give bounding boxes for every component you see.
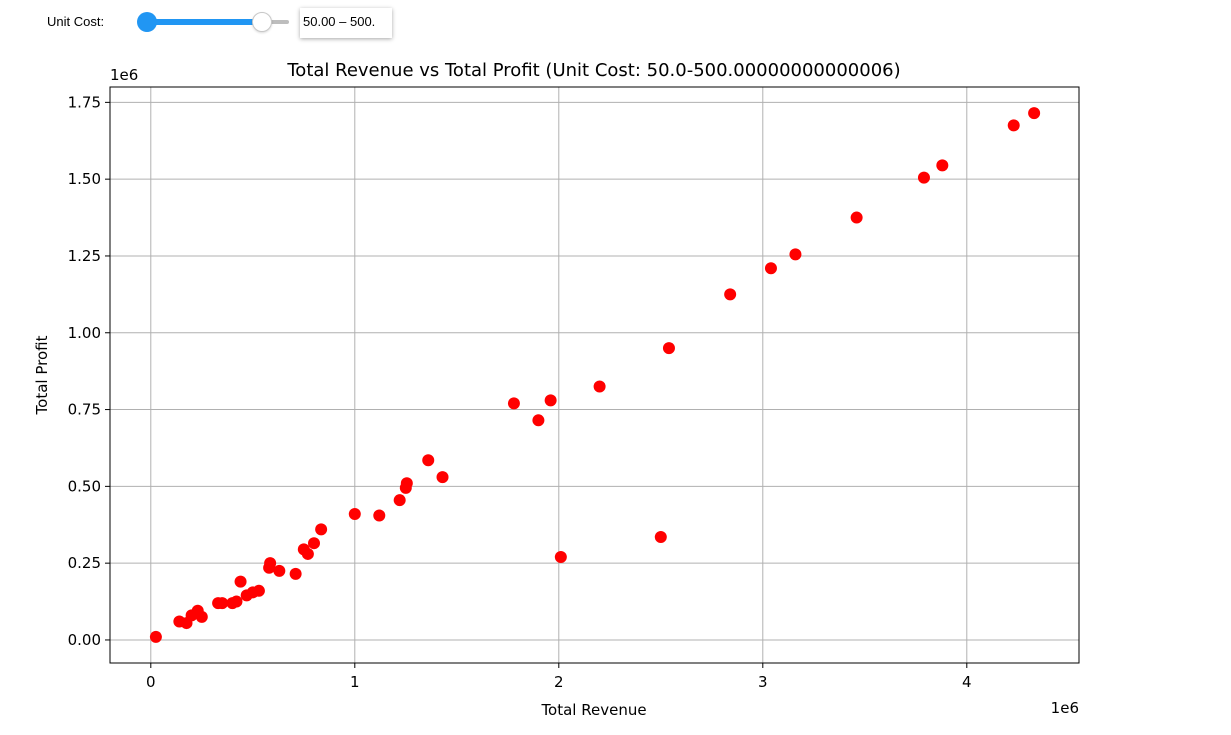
data-point	[593, 380, 606, 393]
data-point	[149, 630, 162, 643]
data-point	[216, 597, 229, 610]
y-offset-label: 1e6	[110, 66, 138, 84]
data-point	[373, 509, 386, 522]
data-point	[724, 288, 737, 301]
data-point	[234, 575, 247, 588]
data-points	[149, 107, 1041, 643]
unit-cost-slider-range[interactable]	[146, 19, 262, 25]
data-point	[544, 394, 557, 407]
data-point	[507, 397, 520, 410]
y-tick-label: 0.00	[68, 631, 101, 649]
data-point	[315, 523, 328, 536]
data-point	[654, 531, 667, 544]
data-point	[308, 537, 320, 550]
x-tick-label: 0	[146, 673, 156, 691]
chart-title: Total Revenue vs Total Profit (Unit Cost…	[286, 60, 900, 81]
y-tick-label: 1.50	[68, 170, 101, 188]
data-point	[301, 547, 314, 560]
slider-thumb-low[interactable]	[137, 12, 157, 32]
grid-lines	[110, 87, 1079, 663]
data-point	[252, 584, 265, 597]
data-point	[289, 567, 302, 580]
data-point	[532, 414, 545, 427]
y-axis-label: Total Profit	[33, 335, 51, 415]
data-point	[273, 564, 286, 577]
unit-cost-label: Unit Cost:	[47, 14, 105, 29]
data-point	[850, 211, 863, 224]
data-point	[195, 610, 208, 623]
data-point	[554, 551, 567, 564]
data-point	[662, 342, 675, 355]
y-tick-label: 0.25	[68, 554, 101, 572]
data-point	[917, 171, 930, 184]
plot-frame	[109, 86, 1080, 664]
data-point	[400, 477, 413, 490]
y-tick-label: 1.00	[68, 324, 101, 342]
x-tick-label: 3	[758, 673, 768, 691]
axis-ticks: 0 1 2 3 4 0.00 0.25 0.50 0.75 1.00 1.25 1.50 1.75	[68, 93, 972, 691]
y-tick-label: 1.25	[68, 247, 101, 265]
x-axis-label: Total Revenue	[540, 701, 646, 719]
x-tick-label: 4	[962, 673, 972, 691]
slider-thumb-high[interactable]	[252, 12, 272, 32]
unit-cost-readout: 50.00 – 500.	[300, 8, 392, 38]
data-point	[393, 494, 406, 507]
data-point	[264, 557, 277, 570]
data-point	[436, 471, 449, 484]
data-point	[1028, 107, 1041, 120]
data-point	[230, 595, 243, 608]
x-tick-label: 1	[350, 673, 360, 691]
y-tick-label: 0.50	[68, 477, 101, 495]
y-tick-label: 0.75	[68, 401, 101, 419]
data-point	[936, 159, 949, 172]
controls-bar: Unit Cost: 50.00 – 500.	[0, 0, 1231, 44]
y-tick-label: 1.75	[68, 93, 101, 111]
data-point	[764, 262, 777, 275]
x-tick-label: 2	[554, 673, 564, 691]
data-point	[789, 248, 802, 261]
x-offset-label: 1e6	[1051, 699, 1079, 717]
data-point	[1007, 119, 1020, 132]
data-point	[348, 508, 361, 521]
data-point	[422, 454, 435, 467]
